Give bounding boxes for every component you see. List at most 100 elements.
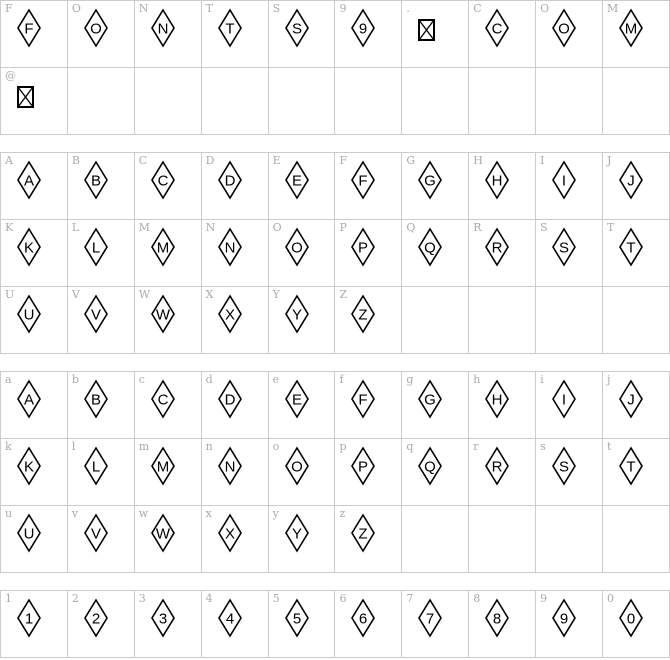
diamond-glyph-icon: 9	[552, 598, 577, 638]
glyph-label: q	[406, 440, 414, 453]
glyph-char: M	[157, 240, 170, 257]
diamond-glyph-icon: 3	[150, 598, 175, 638]
glyph-label: 9	[540, 592, 548, 605]
glyph-label: W	[138, 288, 151, 301]
glyph-label: u	[5, 507, 13, 520]
glyph-char: C	[157, 392, 168, 409]
empty-cell	[602, 286, 670, 354]
glyph-label: o	[272, 440, 280, 453]
glyph-char: N	[224, 459, 235, 476]
empty-cell	[401, 67, 470, 135]
diamond-glyph-icon: M	[150, 446, 175, 486]
diamond-glyph-icon: M	[150, 227, 175, 267]
glyph-char: T	[626, 459, 635, 476]
empty-cell	[133, 67, 202, 135]
diamond-glyph-icon: B	[83, 379, 108, 419]
diamond-glyph-icon: Q	[418, 227, 443, 267]
glyph-char: K	[24, 459, 34, 476]
diamond-glyph-icon: O	[284, 446, 309, 486]
diamond-glyph-icon: Z	[351, 513, 376, 553]
glyph-label: Q	[406, 221, 416, 234]
glyph-label: 7	[406, 592, 414, 605]
glyph-label: U	[5, 288, 15, 301]
glyph-label: w	[138, 507, 149, 520]
glyph-char: C	[492, 21, 503, 38]
glyph-label: z	[339, 507, 346, 520]
diamond-glyph-icon: J	[619, 379, 643, 419]
glyph-char: O	[90, 21, 102, 38]
glyph-char: G	[425, 173, 437, 190]
diamond-glyph-icon: O	[552, 8, 577, 48]
diamond-glyph-icon: L	[83, 227, 108, 267]
glyph-char: F	[359, 392, 368, 409]
glyph-label: N	[205, 221, 216, 234]
diamond-glyph-icon: Q	[418, 446, 443, 486]
empty-cell	[334, 67, 403, 135]
diamond-glyph-icon: J	[619, 160, 643, 200]
glyph-char: Q	[425, 240, 437, 257]
diamond-glyph-icon: R	[485, 227, 510, 267]
glyph-char: J	[627, 173, 635, 190]
glyph-label: p	[339, 440, 347, 453]
glyph-char: G	[425, 392, 437, 409]
empty-cell	[66, 67, 135, 135]
glyph-label: A	[5, 154, 13, 167]
glyph-label: P	[339, 221, 347, 234]
diamond-glyph-icon: K	[17, 446, 41, 486]
diamond-glyph-icon: 0	[619, 598, 643, 638]
diamond-glyph-icon: T	[217, 8, 242, 48]
diamond-glyph-icon: Y	[284, 294, 309, 334]
glyph-label: R	[473, 221, 482, 234]
glyph-char: 3	[159, 611, 167, 628]
glyph-char: O	[291, 240, 303, 257]
glyph-label: e	[272, 373, 280, 386]
glyph-char: N	[224, 240, 235, 257]
diamond-glyph-icon: O	[83, 8, 108, 48]
diamond-glyph-icon: F	[351, 379, 376, 419]
glyph-char: 0	[627, 611, 635, 628]
diamond-glyph-icon: C	[150, 379, 175, 419]
diamond-glyph-icon: R	[485, 446, 510, 486]
glyph-label: L	[71, 221, 80, 234]
diamond-glyph-icon: K	[17, 227, 41, 267]
empty-cell	[602, 505, 670, 573]
glyph-char: 9	[359, 21, 367, 38]
glyph-char: 6	[359, 611, 367, 628]
glyph-label: k	[5, 440, 12, 453]
glyph-char: X	[225, 526, 235, 543]
glyph-char: Q	[425, 459, 437, 476]
glyph-char: T	[626, 240, 635, 257]
glyph-label: M	[138, 221, 151, 234]
diamond-glyph-icon: N	[150, 8, 175, 48]
empty-cell	[401, 286, 470, 354]
glyph-char: H	[492, 173, 503, 190]
glyph-char: S	[292, 21, 302, 38]
glyph-char: I	[562, 392, 566, 409]
